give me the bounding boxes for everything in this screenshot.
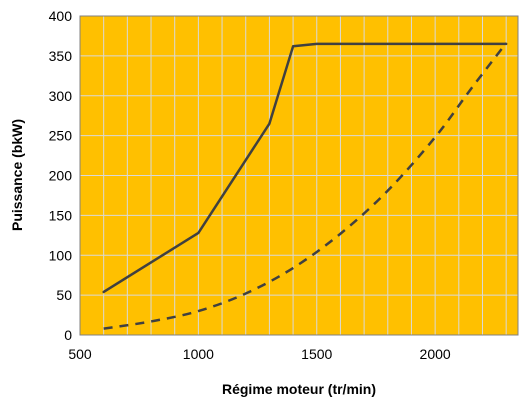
x-tick-label: 1500 xyxy=(301,346,332,362)
y-tick-label: 300 xyxy=(49,88,73,104)
y-tick-label: 350 xyxy=(49,48,73,64)
y-tick-label: 200 xyxy=(49,168,73,184)
y-tick-label: 100 xyxy=(49,247,73,263)
series-line-dashed xyxy=(103,42,508,330)
series-group xyxy=(102,42,508,330)
y-tick-label: 250 xyxy=(49,128,73,144)
plot-border xyxy=(79,15,519,336)
x-tick-labels: 500 1000 1500 2000 xyxy=(68,346,451,362)
y-tick-label: 0 xyxy=(64,327,72,343)
y-axis-title: Puissance (bkW) xyxy=(9,119,25,231)
y-tick-labels: 0 50 100 150 200 250 300 350 400 xyxy=(49,8,73,343)
y-tick-label: 50 xyxy=(56,287,72,303)
y-tick-label: 400 xyxy=(49,8,73,24)
y-tick-label: 150 xyxy=(49,207,73,223)
series-line-solid xyxy=(102,42,508,294)
x-tick-label: 1000 xyxy=(183,346,214,362)
x-tick-label: 500 xyxy=(68,346,92,362)
x-axis-title: Régime moteur (tr/min) xyxy=(222,381,376,397)
x-tick-label: 2000 xyxy=(420,346,451,362)
